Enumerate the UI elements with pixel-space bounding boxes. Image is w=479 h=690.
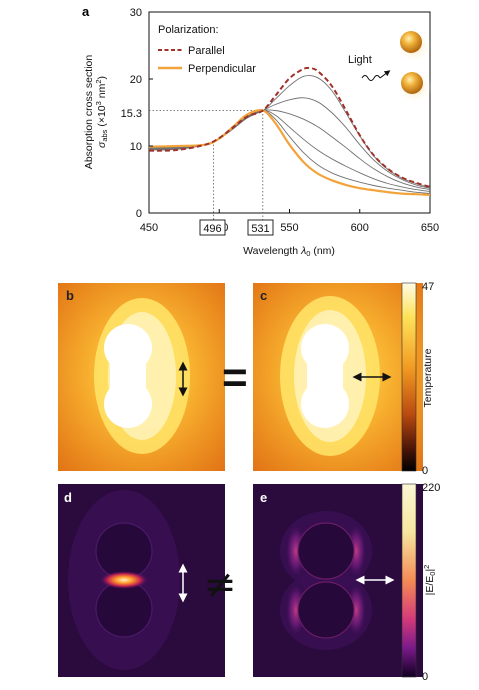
legend-title: Polarization: (158, 24, 219, 36)
x-axis-title: Wavelength λ0 (nm) (243, 245, 335, 258)
series-line-intermediate (148, 110, 431, 195)
y-axis-title: Absorption cross section σabs (×103 nm2) (83, 55, 109, 170)
ref-x1-box (199, 219, 226, 236)
tick-layer: 4505005506006500102030 (130, 7, 439, 234)
light-wave-icon (361, 75, 381, 81)
ref-y-label: 15.3 (121, 108, 142, 120)
panel-label-b: b (66, 288, 74, 303)
reference-lines (149, 110, 264, 220)
light-illustration: Light (348, 29, 432, 104)
panel-label-c: c (260, 288, 267, 303)
y-tick-label: 0 (136, 208, 142, 220)
panel-b-sphere-bridge (110, 348, 146, 404)
y-axis-title-line2: σabs (×103 nm2) (94, 76, 109, 148)
x-tick-label: 600 (351, 222, 369, 234)
ref-x1-label: 496 (203, 223, 221, 235)
legend-parallel: Parallel (188, 45, 225, 57)
field-label: |E/E0|2 (422, 565, 437, 596)
temperature-colorbar-gradient (401, 282, 417, 472)
series-line-perpendicular (148, 109, 431, 196)
panel-e-sphere-bottom (297, 581, 355, 639)
series-line-parallel (148, 66, 431, 188)
ref-x2-label: 531 (251, 223, 269, 235)
temperature-min: 0 (422, 465, 428, 477)
legend-perpendicular: Perpendicular (188, 63, 256, 75)
chart-frame (148, 11, 431, 214)
light-label: Light (348, 54, 372, 66)
x-tick-label: 450 (140, 222, 158, 234)
panel-d-gap-hotspot (100, 571, 148, 589)
panel-c-temperature-map: c (253, 283, 423, 471)
gold-sphere-bottom-icon (401, 72, 423, 94)
panel-d-sphere-bottom (95, 580, 153, 638)
y-axis-title-line1: Absorption cross section (83, 55, 95, 170)
ref-x2-box (247, 219, 274, 236)
x-tick-label: 650 (421, 222, 439, 234)
series-line-intermediate (148, 75, 431, 188)
series-line-intermediate (148, 109, 431, 191)
panel-d-field-map: d (58, 484, 225, 677)
temperature-label: Temperature (422, 348, 434, 407)
panel-c-sphere-bridge (307, 348, 343, 404)
panel-label-e: e (260, 490, 267, 505)
temperature-max: 47 (422, 281, 434, 293)
field-colorbar-gradient (401, 483, 417, 678)
panel-label-d: d (64, 490, 72, 505)
panel-d-sphere-top (95, 522, 153, 580)
panel-e-sphere-top (297, 522, 355, 580)
gold-sphere-top-icon (400, 31, 422, 53)
series-line-intermediate (148, 110, 431, 193)
equals-sign: = (222, 353, 248, 402)
field-min: 0 (422, 671, 428, 683)
not-equal-sign: ≠ (203, 562, 237, 608)
field-max: 220 (422, 482, 440, 494)
legend: Polarization: Parallel Perpendicular (158, 24, 256, 75)
x-tick-label: 550 (280, 222, 298, 234)
temperature-colorbar: 47 0 Temperature (401, 281, 434, 477)
y-tick-label: 20 (130, 74, 142, 86)
y-tick-label: 10 (130, 141, 142, 153)
panel-b-temperature-map: b (58, 283, 225, 471)
y-tick-label: 30 (130, 7, 142, 19)
light-arrow-icon (379, 70, 391, 79)
panel-e-field-map: e (253, 484, 423, 677)
series-layer (148, 66, 431, 196)
field-colorbar: 220 0 |E/E0|2 (401, 482, 440, 683)
panel-label-a: a (82, 4, 90, 19)
